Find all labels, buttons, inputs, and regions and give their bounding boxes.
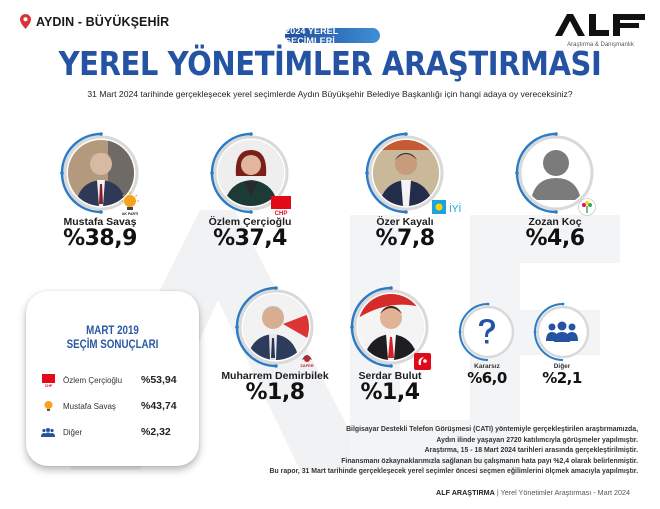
page-title: YEREL YÖNETİMLER ARAŞTIRMASI [58, 44, 602, 83]
results-2019-card: MART 2019 SEÇİM SONUÇLARI CHP Özlem Çerç… [26, 291, 199, 466]
svg-text:AK PARTİ: AK PARTİ [122, 212, 138, 216]
undecided-card: Kararsız %6,0 [452, 300, 522, 386]
results-row: Mustafa Savaş %43,74 [26, 393, 199, 419]
candidate-name: Özer Kayalı [376, 216, 434, 228]
chp-logo-icon: CHP [271, 196, 291, 216]
candidate-card: CHP Özlem Çerçioğlu %37,4 [190, 128, 310, 250]
results-percent: %2,32 [141, 426, 171, 438]
svg-text:CHP: CHP [275, 211, 288, 216]
other-percent: %2,1 [542, 369, 582, 387]
candidate-photo [373, 140, 439, 206]
survey-question: 31 Mart 2024 tarihinde gerçekleşecek yer… [87, 89, 573, 99]
footer-brand: ALF ARAŞTIRMA [436, 488, 495, 497]
candidate-percent: %37,4 [213, 226, 287, 251]
other-card: Diğer %2,1 [527, 300, 597, 386]
results-row: CHP Özlem Çerçioğlu %53,94 [26, 367, 199, 393]
candidate-percent: %7,8 [375, 226, 435, 251]
candidate-name: Muharrem Demirbilek [221, 370, 329, 382]
svg-text:İYİ: İYİ [449, 202, 461, 215]
footer-text: Yerel Yönetimler Araştırması - Mart 2024 [500, 488, 630, 497]
yeniden-refah-logo-icon [414, 353, 431, 370]
other-label: Diğer [553, 363, 571, 370]
location-text: AYDIN - BÜYÜKŞEHİR [36, 14, 170, 29]
svg-text:ZAFER: ZAFER [300, 363, 313, 368]
ak-parti-logo-icon: AK PARTİ [121, 192, 139, 216]
methodology-line: Bilgisayar Destekli Telefon Görüşmesi (C… [346, 426, 638, 433]
results-2019-title: MART 2019 SEÇİM SONUÇLARI [39, 324, 186, 352]
election-pill: 2024 YEREL SEÇİMLERİ [285, 26, 380, 46]
iyi-parti-logo-icon: İYİ [432, 200, 461, 215]
footer: ALF ARAŞTIRMA | Yerel Yönetimler Araştır… [436, 488, 630, 497]
zafer-partisi-logo-icon: ZAFER [300, 355, 314, 368]
alf-logo-mark [555, 14, 645, 36]
map-pin-icon [20, 14, 31, 29]
alf-logo: Araştırma & Danışmanlık [553, 12, 648, 48]
placeholder-avatar-icon [523, 140, 589, 206]
methodology-notes: Bilgisayar Destekli Telefon Görüşmesi (C… [218, 425, 638, 478]
candidate-photo [358, 294, 424, 360]
group-people-icon [41, 427, 55, 437]
question-mark-icon [479, 319, 495, 344]
results-row: Diğer %2,32 [26, 419, 199, 445]
candidate-photo [218, 140, 284, 206]
chp-logo-icon: CHP [41, 373, 55, 387]
undecided-percent: %6,0 [467, 369, 507, 387]
candidate-card: İYİ Özer Kayalı %7,8 [345, 128, 465, 250]
results-name: Mustafa Savaş [63, 401, 116, 411]
location-label: AYDIN - BÜYÜKŞEHİR [20, 14, 169, 29]
group-people-icon [546, 321, 578, 342]
candidate-name: Özlem Çerçioğlu [208, 216, 292, 228]
candidate-percent: %4,6 [525, 226, 585, 251]
candidate-card: Zozan Koç %4,6 [495, 128, 615, 250]
methodology-line: Finansmanı özkaynaklarımızla sağlanan bu… [341, 457, 638, 465]
candidate-percent: %1,8 [245, 380, 305, 405]
candidate-percent: %1,4 [360, 380, 420, 405]
candidate-name: Mustafa Savaş [63, 216, 137, 228]
logo-tagline: Araştırma & Danışmanlık [567, 42, 634, 48]
results-percent: %43,74 [141, 400, 177, 412]
results-name: Özlem Çerçioğlu [63, 375, 123, 385]
methodology-line: Araştırma, 15 - 18 Mart 2024 tarihleri a… [424, 447, 638, 454]
candidate-name: Zozan Koç [528, 216, 582, 228]
footer-separator: | [494, 488, 501, 497]
results-name: Diğer [63, 427, 83, 437]
methodology-line: Bu rapor, 31 Mart tarihinde gerçekleşece… [269, 468, 638, 475]
dem-parti-logo-icon [578, 198, 596, 216]
svg-text:CHP: CHP [44, 383, 52, 386]
candidate-photo [243, 294, 309, 360]
results-title-line2: SEÇİM SONUÇLARI [66, 339, 159, 351]
candidate-card: Serdar Bulut %1,4 [330, 282, 450, 404]
results-percent: %53,94 [141, 374, 177, 386]
candidate-name: Serdar Bulut [358, 370, 422, 382]
methodology-line: Aydın ilinde yaşayan 2720 katılımcıyla g… [436, 436, 638, 444]
undecided-label: Kararsız [474, 363, 500, 370]
candidate-percent: %38,9 [63, 226, 137, 251]
candidate-card: ZAFER Muharrem Demirbilek %1,8 [215, 282, 335, 404]
candidate-card: AK PARTİ Mustafa Savaş %38,9 [40, 128, 160, 250]
results-title-line1: MART 2019 [86, 325, 139, 337]
ak-parti-logo-icon [44, 401, 52, 411]
